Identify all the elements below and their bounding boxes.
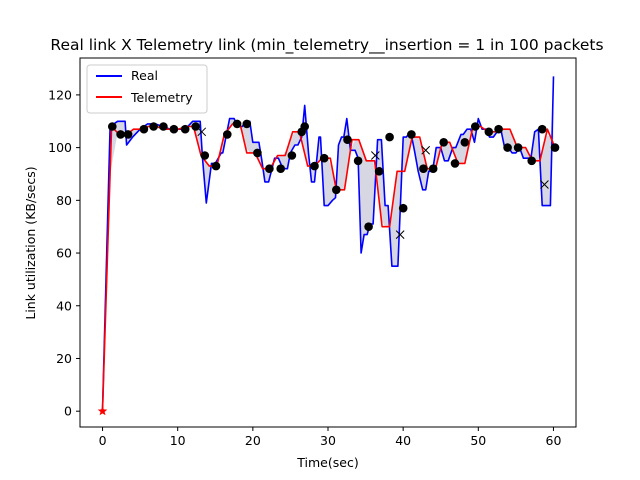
- cross-marker: [540, 180, 549, 189]
- series-telemetry-line: [101, 123, 556, 412]
- telemetry-point: [353, 156, 363, 166]
- telemetry-point: [503, 143, 512, 152]
- chart-title: Real link X Telemetry link (min_telemetr…: [50, 36, 603, 55]
- telemetry-point: [300, 122, 310, 131]
- telemetry-point: [419, 164, 428, 173]
- series-layer: [101, 76, 556, 412]
- legend: Real Telemetry: [86, 64, 208, 114]
- telemetry-point: [398, 203, 408, 213]
- x-tick-label: 40: [395, 433, 411, 448]
- cross-marker: [395, 230, 405, 239]
- telemetry-point: [407, 130, 416, 139]
- telemetry-point: [276, 164, 286, 173]
- marker-layer: [97, 119, 560, 416]
- y-tick-label: 0: [64, 404, 72, 419]
- telemetry-point: [116, 130, 125, 139]
- telemetry-point: [242, 119, 252, 129]
- legend-label-real: Real: [131, 68, 158, 83]
- x-tick-label: 30: [320, 433, 336, 448]
- cross-marker: [421, 145, 431, 155]
- telemetry-point: [310, 161, 319, 171]
- telemetry-point: [439, 138, 449, 147]
- x-axis-ticks: 0 10 20 30 40 50 60: [99, 427, 562, 448]
- telemetry-point: [180, 124, 190, 134]
- cross-marker: [370, 151, 380, 160]
- y-tick-label: 40: [56, 298, 72, 313]
- x-tick-label: 10: [170, 433, 186, 448]
- y-tick-label: 20: [56, 351, 72, 366]
- telemetry-point: [537, 124, 547, 134]
- y-tick-label: 120: [48, 87, 72, 102]
- telemetry-point: [169, 124, 179, 134]
- x-tick-label: 50: [470, 433, 486, 448]
- legend-label-telemetry: Telemetry: [130, 90, 193, 105]
- telemetry-point: [385, 132, 394, 142]
- x-axis-label: Time(sec): [296, 455, 358, 470]
- telemetry-point: [211, 161, 221, 171]
- x-tick-label: 60: [546, 433, 562, 448]
- telemetry-point: [513, 143, 523, 152]
- y-tick-label: 80: [56, 193, 72, 208]
- telemetry-point: [159, 122, 168, 131]
- x-tick-label: 20: [245, 433, 261, 448]
- x-tick-label: 0: [99, 433, 107, 448]
- telemetry-point: [450, 159, 460, 168]
- telemetry-point: [223, 130, 232, 139]
- telemetry-point: [265, 164, 274, 173]
- telemetry-point: [374, 167, 384, 176]
- telemetry-point: [332, 185, 341, 195]
- y-tick-label: 100: [48, 140, 72, 155]
- telemetry-point: [253, 148, 262, 158]
- telemetry-point: [527, 156, 536, 166]
- plot-area: [79, 57, 577, 428]
- telemetry-point: [123, 130, 133, 139]
- origin-star-marker: [97, 406, 108, 416]
- telemetry-point: [191, 122, 200, 131]
- y-axis-ticks: 0 20 40 60 80 100 120: [48, 87, 80, 419]
- telemetry-point: [343, 135, 352, 144]
- telemetry-point: [460, 138, 470, 147]
- telemetry-point: [364, 222, 373, 231]
- telemetry-point: [149, 122, 158, 131]
- telemetry-point: [232, 119, 242, 129]
- telemetry-point: [484, 127, 494, 137]
- telemetry-point: [494, 124, 503, 134]
- y-tick-label: 60: [56, 246, 72, 261]
- telemetry-point: [108, 122, 117, 131]
- telemetry-point: [139, 124, 149, 134]
- telemetry-point: [428, 164, 438, 173]
- telemetry-point: [319, 153, 329, 163]
- y-axis-label: Link utilization (KB/secs): [23, 166, 38, 319]
- telemetry-point: [287, 151, 297, 160]
- telemetry-point: [550, 143, 560, 152]
- telemetry-point: [200, 151, 210, 160]
- telemetry-point: [471, 122, 480, 131]
